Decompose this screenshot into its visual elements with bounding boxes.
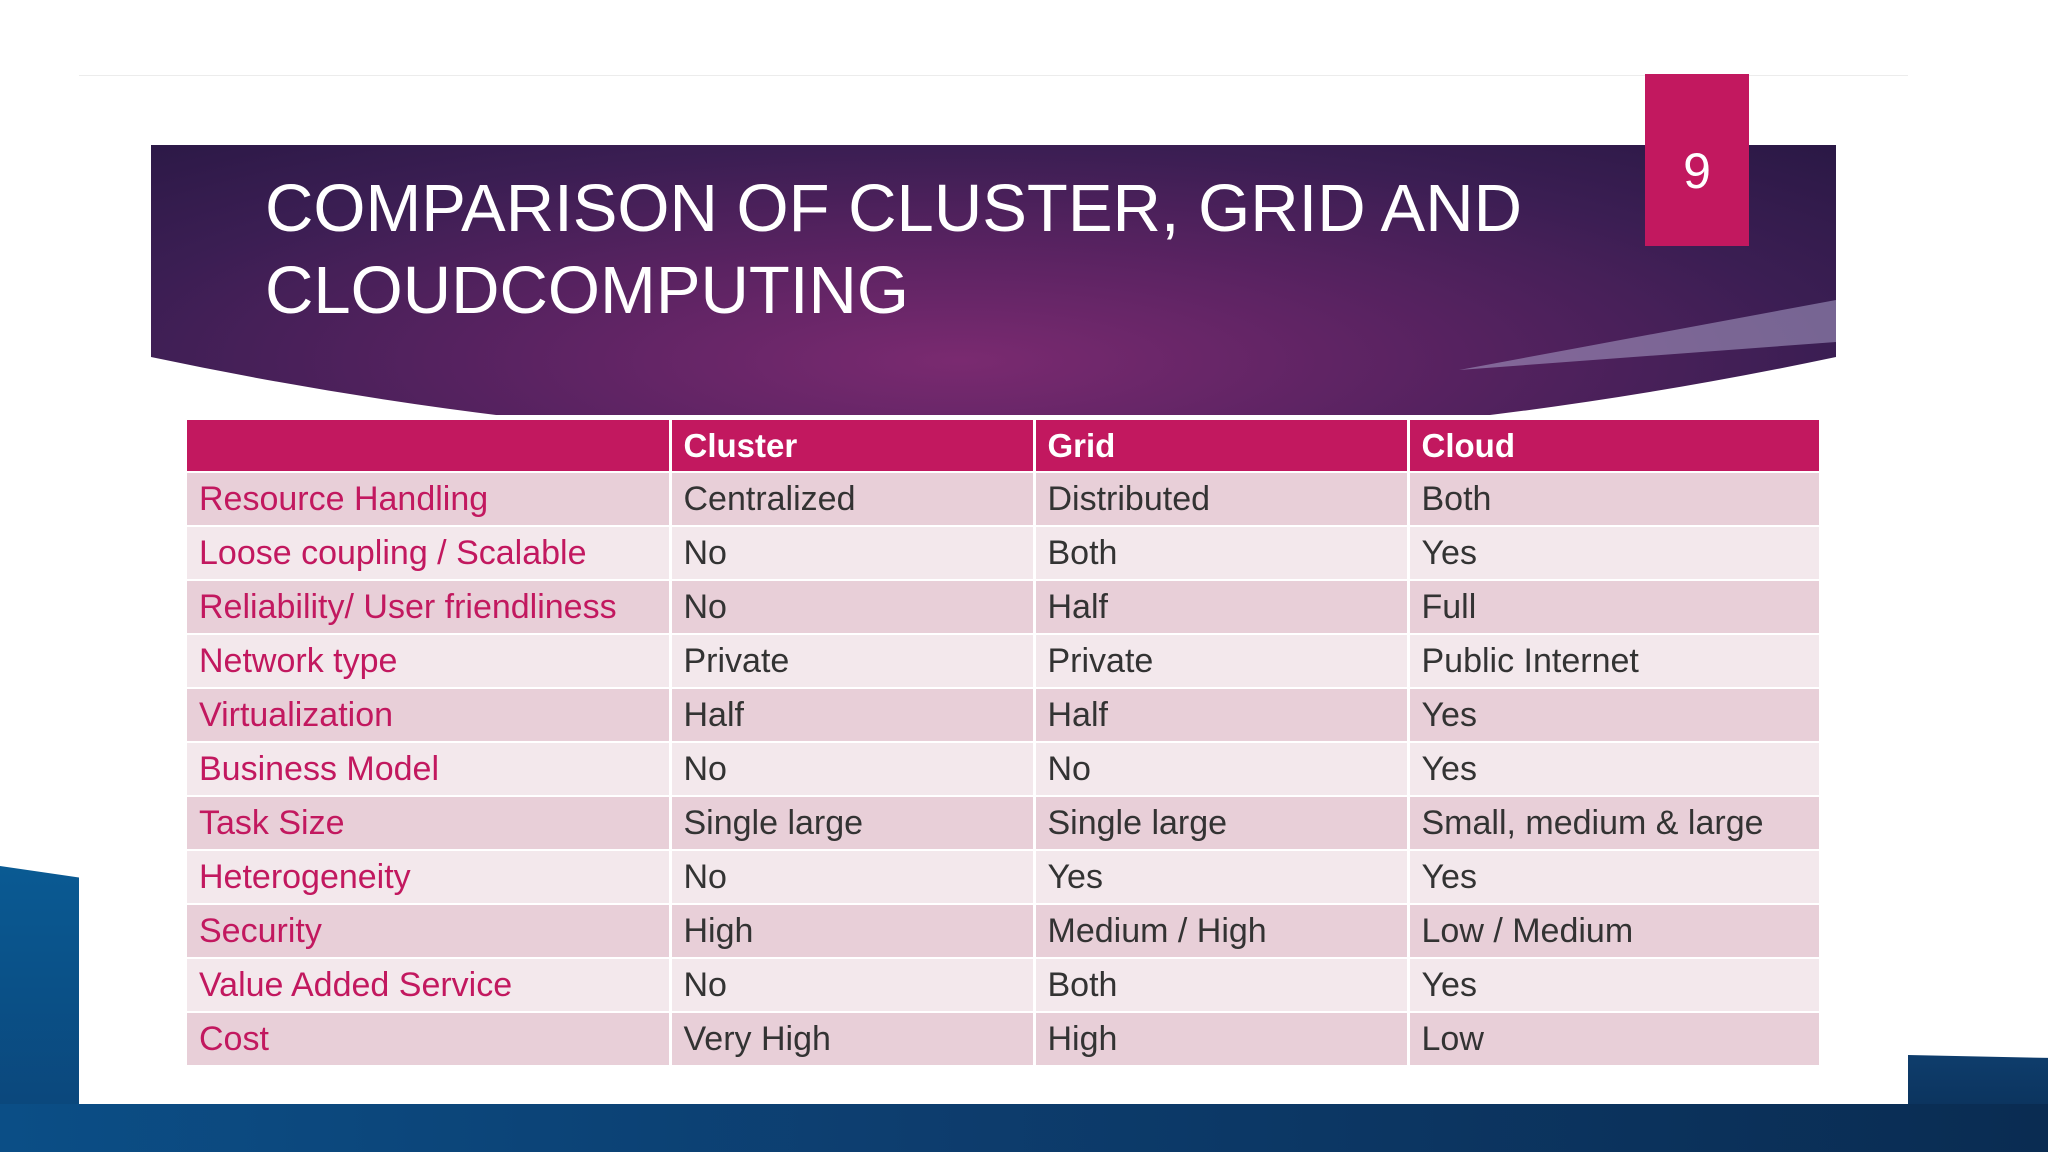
cluster-cell: No	[670, 526, 1036, 581]
row-label: Task Size	[187, 796, 672, 851]
table-row: Value Added Service No Both Yes	[187, 958, 1819, 1013]
slide-number-badge: 9	[1645, 74, 1749, 246]
header-cell-cloud: Cloud	[1408, 420, 1819, 473]
table-row: Resource Handling Centralized Distribute…	[187, 472, 1819, 527]
cluster-cell: Half	[670, 688, 1036, 743]
cloud-cell: Small, medium & large	[1408, 796, 1819, 851]
cluster-cell: No	[670, 580, 1036, 635]
header-cell-grid: Grid	[1034, 420, 1410, 473]
cluster-cell: High	[670, 904, 1036, 959]
row-label: Loose coupling / Scalable	[187, 526, 672, 581]
slide: COMPARISON OF CLUSTER, GRID AND CLOUDCOM…	[79, 0, 1908, 1104]
grid-cell: High	[1034, 1012, 1410, 1067]
row-label: Resource Handling	[187, 472, 672, 527]
cloud-cell: Yes	[1408, 850, 1819, 905]
row-label: Network type	[187, 634, 672, 689]
row-label: Virtualization	[187, 688, 672, 743]
cloud-cell: Yes	[1408, 742, 1819, 797]
grid-cell: Distributed	[1034, 472, 1410, 527]
title-banner	[151, 145, 1836, 415]
grid-cell: Single large	[1034, 796, 1410, 851]
table-header-row: Cluster Grid Cloud	[187, 420, 1819, 473]
cloud-cell: Yes	[1408, 958, 1819, 1013]
table-row: Task Size Single large Single large Smal…	[187, 796, 1819, 851]
cluster-cell: Centralized	[670, 472, 1036, 527]
cloud-cell: Yes	[1408, 526, 1819, 581]
table-row: Security High Medium / High Low / Medium	[187, 904, 1819, 959]
cloud-cell: Public Internet	[1408, 634, 1819, 689]
grid-cell: Half	[1034, 580, 1410, 635]
frame-bottom-decoration	[0, 1104, 2048, 1152]
table-header: Cluster Grid Cloud	[187, 420, 1819, 473]
cluster-cell: Very High	[670, 1012, 1036, 1067]
cluster-cell: Single large	[670, 796, 1036, 851]
cloud-cell: Low	[1408, 1012, 1819, 1067]
table-row: Cost Very High High Low	[187, 1012, 1819, 1067]
row-label: Security	[187, 904, 672, 959]
table-row: Loose coupling / Scalable No Both Yes	[187, 526, 1819, 581]
table-row: Reliability/ User friendliness No Half F…	[187, 580, 1819, 635]
row-label: Reliability/ User friendliness	[187, 580, 672, 635]
row-label: Heterogeneity	[187, 850, 672, 905]
table-row: Heterogeneity No Yes Yes	[187, 850, 1819, 905]
grid-cell: Private	[1034, 634, 1410, 689]
cloud-cell: Low / Medium	[1408, 904, 1819, 959]
cloud-cell: Both	[1408, 472, 1819, 527]
table-body: Resource Handling Centralized Distribute…	[187, 472, 1819, 1067]
slide-title: COMPARISON OF CLUSTER, GRID AND CLOUDCOM…	[265, 168, 1665, 332]
cluster-cell: Private	[670, 634, 1036, 689]
row-label: Cost	[187, 1012, 672, 1067]
grid-cell: Both	[1034, 958, 1410, 1013]
header-cell-cluster: Cluster	[670, 420, 1036, 473]
cluster-cell: No	[670, 958, 1036, 1013]
comparison-table: Cluster Grid Cloud Resource Handling Cen…	[187, 420, 1819, 1067]
top-divider	[79, 75, 1908, 76]
row-label: Business Model	[187, 742, 672, 797]
slide-number: 9	[1683, 143, 1711, 199]
cluster-cell: No	[670, 742, 1036, 797]
cloud-cell: Full	[1408, 580, 1819, 635]
table-row: Virtualization Half Half Yes	[187, 688, 1819, 743]
grid-cell: No	[1034, 742, 1410, 797]
slide-title-line2: CLOUDCOMPUTING	[265, 253, 909, 328]
slide-title-line1: COMPARISON OF CLUSTER, GRID AND	[265, 171, 1523, 246]
grid-cell: Medium / High	[1034, 904, 1410, 959]
cluster-cell: No	[670, 850, 1036, 905]
table-row: Business Model No No Yes	[187, 742, 1819, 797]
grid-cell: Yes	[1034, 850, 1410, 905]
header-cell-empty	[187, 420, 672, 473]
grid-cell: Half	[1034, 688, 1410, 743]
row-label: Value Added Service	[187, 958, 672, 1013]
cloud-cell: Yes	[1408, 688, 1819, 743]
grid-cell: Both	[1034, 526, 1410, 581]
table-row: Network type Private Private Public Inte…	[187, 634, 1819, 689]
